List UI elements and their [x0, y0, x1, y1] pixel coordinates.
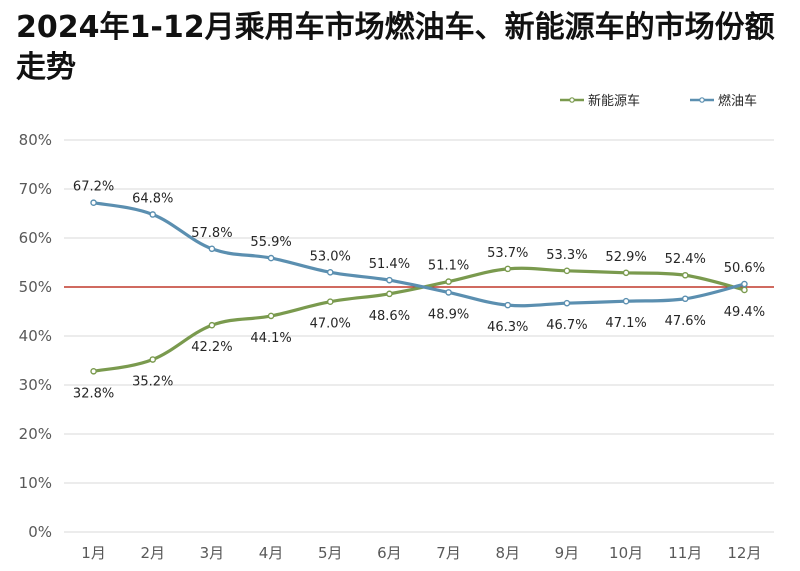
- point-nev: [208, 321, 216, 329]
- legend-marker: [569, 97, 575, 103]
- data-label-ice: 48.9%: [428, 307, 469, 322]
- data-label-ice: 67.2%: [73, 180, 114, 195]
- point-ice: [445, 289, 452, 296]
- point-nev: [445, 278, 452, 285]
- data-label-nev: 47.0%: [310, 317, 351, 332]
- point-ice: [326, 268, 334, 276]
- data-label-nev: 52.9%: [605, 250, 646, 265]
- point-nev: [90, 367, 97, 375]
- data-label-nev: 35.2%: [132, 375, 173, 390]
- legend: 新能源车 燃油车: [560, 93, 757, 109]
- point-ice: [504, 301, 512, 309]
- chart-title: 2024年1-12月乘用车市场燃油车、新能源车的市场份额走势: [16, 10, 775, 85]
- data-label-ice: 47.1%: [605, 316, 646, 331]
- x-tick-label: 10月: [609, 544, 643, 562]
- data-label-ice: 47.6%: [665, 314, 706, 329]
- data-label-nev: 53.3%: [546, 248, 587, 263]
- data-label-ice: 50.6%: [724, 261, 765, 276]
- legend-label-ice: 燃油车: [718, 93, 757, 109]
- axis-layer: 0% 10% 20% 30% 40% 50% 60% 70% 80% 1月 2月 3月 4月 5月 6月 7月…: [19, 131, 762, 562]
- y-tick-label: 20%: [19, 425, 52, 443]
- x-tick-label: 11月: [668, 544, 702, 562]
- point-nev: [267, 312, 275, 320]
- y-tick-label: 50%: [19, 278, 52, 296]
- data-label-ice: 46.7%: [546, 318, 587, 333]
- point-ice: [741, 280, 748, 288]
- legend-label-nev: 新能源车: [588, 93, 640, 109]
- point-ice: [681, 295, 689, 303]
- point-ice: [208, 245, 216, 253]
- data-label-nev: 44.1%: [250, 331, 291, 346]
- point-nev: [149, 356, 157, 363]
- x-tick-label: 5月: [318, 544, 343, 562]
- data-label-ice: 55.9%: [250, 235, 291, 250]
- point-ice: [622, 297, 630, 305]
- y-tick-label: 30%: [19, 376, 52, 394]
- x-tick-label: 6月: [377, 544, 402, 562]
- data-label-nev: 42.2%: [191, 340, 232, 355]
- data-label-nev: 51.1%: [428, 259, 469, 274]
- data-label-nev: 52.4%: [665, 252, 706, 267]
- point-nev: [386, 290, 393, 298]
- point-nev: [563, 267, 571, 275]
- point-ice: [267, 254, 275, 262]
- data-label-ice: 64.8%: [132, 191, 173, 206]
- data-label-nev: 32.8%: [73, 386, 114, 401]
- y-tick-label: 10%: [19, 474, 52, 492]
- series-line-ice: [91, 201, 747, 308]
- series-line-nev: [91, 266, 747, 373]
- point-ice: [149, 211, 157, 218]
- data-label-ice: 53.0%: [310, 249, 351, 264]
- point-nev: [681, 271, 689, 279]
- x-tick-label: 4月: [259, 544, 284, 562]
- x-tick-label: 3月: [200, 544, 225, 562]
- data-label-layer: 32.8% 67.2% 35.2% 64.8% 42.2% 57.8% 44.1% 55.9%…: [73, 180, 765, 402]
- x-tick-label: 9月: [555, 544, 580, 562]
- point-nev: [504, 265, 512, 273]
- x-tick-label: 1月: [81, 544, 106, 562]
- data-label-ice: 51.4%: [369, 257, 410, 272]
- data-label-ice: 46.3%: [487, 320, 528, 335]
- legend-marker: [699, 97, 705, 103]
- point-ice: [90, 199, 97, 207]
- y-tick-label: 40%: [19, 327, 52, 345]
- y-tick-label: 60%: [19, 229, 52, 247]
- point-nev: [622, 269, 630, 277]
- data-label-nev: 48.6%: [369, 309, 410, 324]
- point-nev: [326, 298, 334, 306]
- x-tick-label: 2月: [140, 544, 165, 562]
- data-label-nev: 49.4%: [724, 305, 765, 320]
- y-tick-label: 80%: [19, 131, 52, 149]
- x-tick-label: 12月: [727, 544, 761, 562]
- x-tick-label: 8月: [495, 544, 520, 562]
- point-ice: [563, 299, 571, 307]
- x-tick-label: 7月: [436, 544, 461, 562]
- point-ice: [386, 276, 393, 284]
- point-nev: [741, 286, 748, 294]
- y-tick-label: 70%: [19, 180, 52, 198]
- data-label-nev: 53.7%: [487, 246, 528, 261]
- y-tick-label: 0%: [28, 523, 52, 541]
- data-label-ice: 57.8%: [191, 226, 232, 241]
- series-layer: [90, 199, 748, 375]
